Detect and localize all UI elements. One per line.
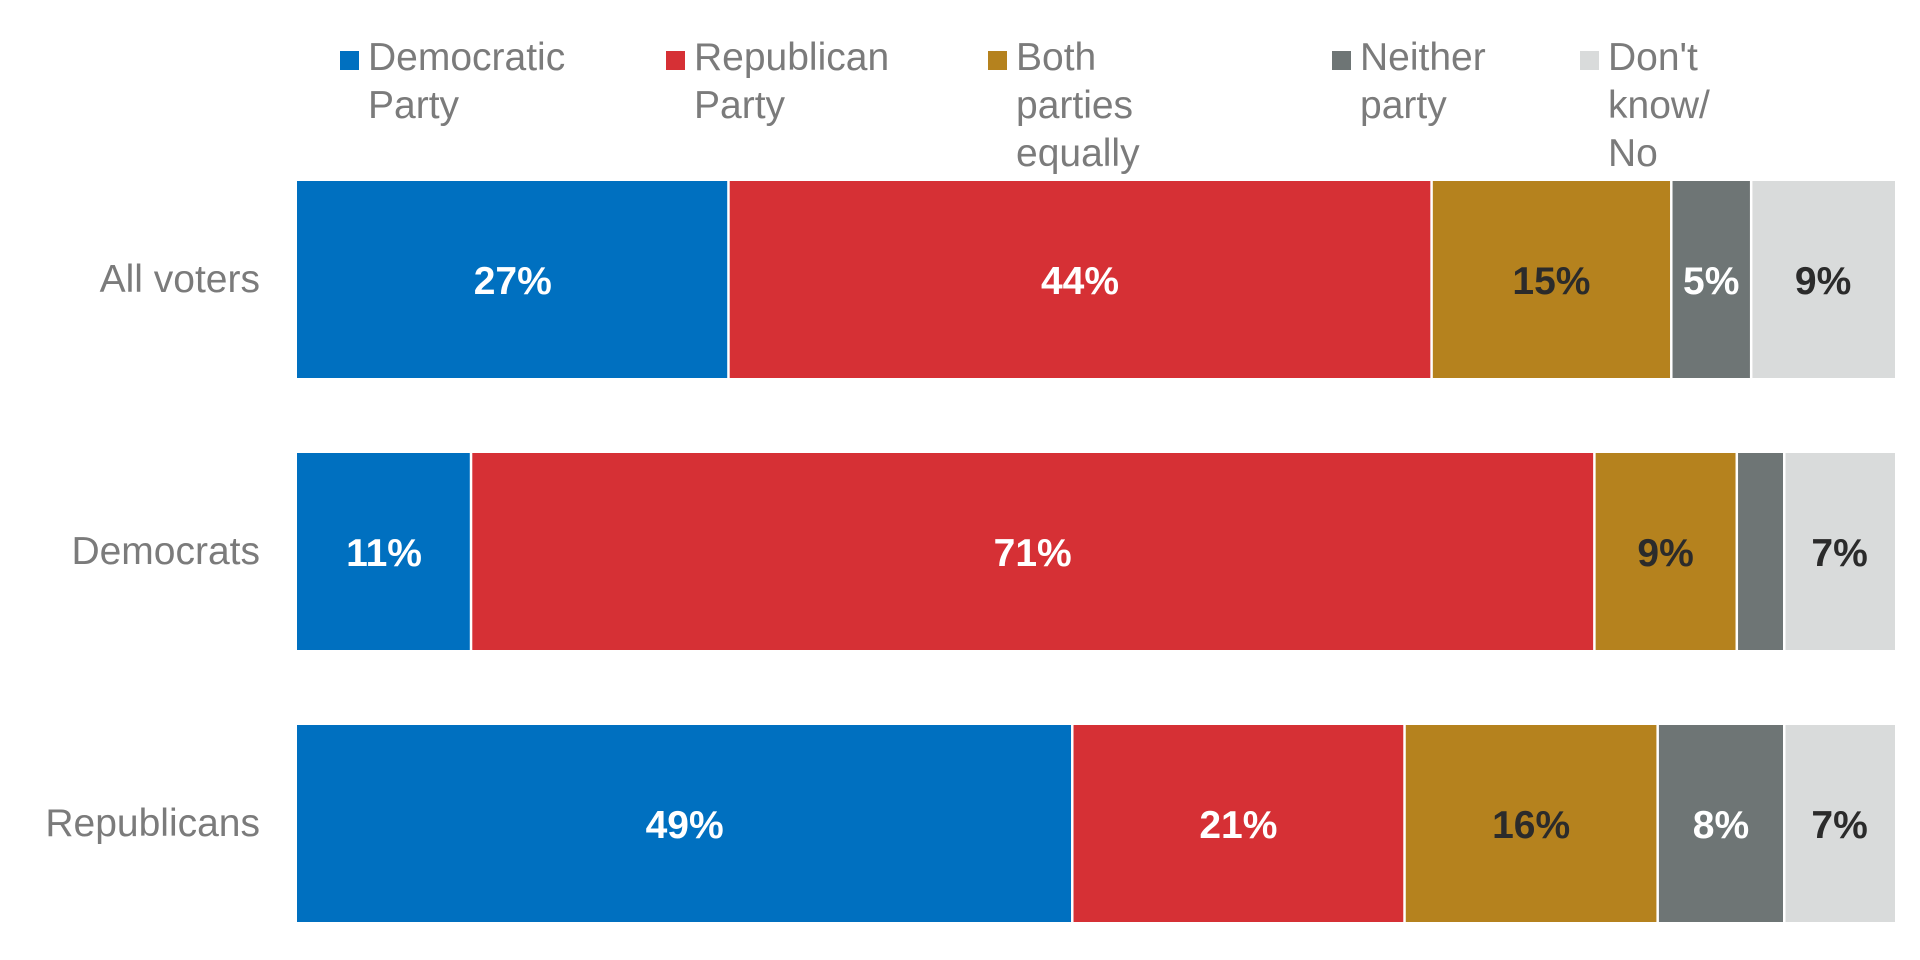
legend-label-line: Party [694, 84, 786, 127]
segment-divider [469, 453, 473, 650]
legend-item-dem: Democratic Party [340, 34, 565, 130]
legend-label-line: Neither [1360, 36, 1486, 79]
legend-label-line: Democratic [368, 36, 566, 79]
bar-segment-dk [1784, 453, 1895, 650]
segment-divider [1749, 181, 1753, 378]
segment-divider [727, 181, 730, 378]
legend-label-rep: Republican Party [694, 34, 889, 130]
value-label-neither: 8% [1693, 804, 1749, 847]
segment-divider [1670, 181, 1673, 378]
value-label-both: 15% [1512, 260, 1590, 303]
legend-swatch-neither [1332, 51, 1351, 70]
bar-segment-rep [1072, 725, 1405, 922]
segment-divider [1782, 453, 1786, 650]
bar-segment-both [1404, 725, 1658, 922]
value-label-dem: 11% [346, 532, 422, 575]
segment-divider [1656, 725, 1659, 922]
bar-segment-dem [297, 725, 1073, 922]
value-label-rep: 71% [994, 532, 1072, 575]
bar-segment-dem [297, 181, 729, 378]
value-label-both: 9% [1637, 532, 1693, 575]
legend-label-neither: Neither party [1360, 34, 1486, 130]
legend-label-line: Both parties [1016, 36, 1134, 127]
category-label: All voters [100, 258, 260, 301]
value-label-dem: 49% [646, 804, 724, 847]
bar-segment-neither [1671, 181, 1752, 378]
segment-divider [1593, 453, 1596, 650]
bar-segment-both [1431, 181, 1672, 378]
value-label-both: 16% [1492, 804, 1570, 847]
legend-swatch-dem [340, 51, 359, 70]
segment-divider [1782, 725, 1786, 922]
legend-item-both: Both parties equally [988, 34, 1140, 178]
value-label-dk: 7% [1811, 804, 1867, 847]
legend-item-neither: Neither party [1332, 34, 1486, 130]
value-label-rep: 21% [1199, 804, 1277, 847]
legend-label-dem: Democratic Party [368, 34, 565, 130]
value-label-dem: 27% [474, 260, 552, 303]
legend-label-both: Both parties equally [1016, 34, 1140, 178]
segment-divider [1071, 725, 1074, 922]
bar-segment-dem [297, 453, 472, 650]
bar-segment-dk [1784, 725, 1895, 922]
segment-divider [1735, 453, 1739, 650]
bar-segment-both [1594, 453, 1737, 650]
legend-label-line: party [1360, 84, 1447, 127]
category-label: Republicans [45, 802, 260, 845]
legend-label-line: Republican [694, 36, 890, 79]
bar-segment-rep [471, 453, 1595, 650]
legend-item-rep: Republican Party [666, 34, 889, 130]
legend-swatch-both [988, 51, 1007, 70]
value-label-dk: 7% [1811, 532, 1867, 575]
category-label: Democrats [71, 530, 260, 573]
legend-label-line: equally [1016, 132, 1140, 175]
value-label-neither: 5% [1683, 260, 1739, 303]
segment-divider [1403, 725, 1406, 922]
legend-label-line: Don't know/ [1608, 36, 1710, 127]
bar-segment-rep [728, 181, 1432, 378]
bar-segment-neither [1736, 453, 1785, 650]
value-label-dk: 9% [1795, 260, 1851, 303]
bar-segment-dk [1751, 181, 1895, 378]
legend-label-line: Party [368, 84, 460, 127]
value-label-rep: 44% [1041, 260, 1119, 303]
legend-swatch-dk [1580, 51, 1599, 70]
bar-segment-neither [1657, 725, 1785, 922]
legend-swatch-rep [666, 51, 685, 70]
segment-divider [1430, 181, 1433, 378]
